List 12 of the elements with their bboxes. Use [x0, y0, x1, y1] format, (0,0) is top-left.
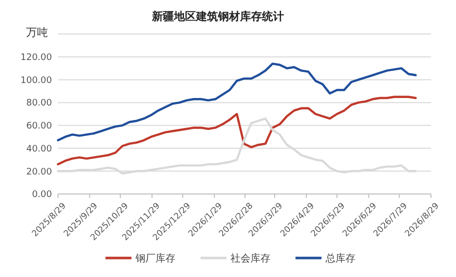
y-axis-title: 万吨 — [26, 26, 48, 39]
y-tick-label: 120.00 — [20, 53, 52, 64]
y-tick-label: 0.00 — [32, 190, 52, 200]
y-tick-label: 20.00 — [26, 167, 52, 178]
legend-label: 总库存 — [324, 252, 356, 264]
legend-label: 社会库存 — [230, 252, 270, 264]
chart-title: 新疆地区建筑钢材库存统计 — [151, 10, 284, 23]
y-tick-label: 40.00 — [26, 144, 52, 154]
legend-label: 钢厂库存 — [134, 252, 176, 264]
y-tick-label: 80.00 — [26, 98, 52, 109]
y-tick-label: 60.00 — [26, 122, 52, 132]
y-tick-label: 100.00 — [20, 76, 52, 86]
